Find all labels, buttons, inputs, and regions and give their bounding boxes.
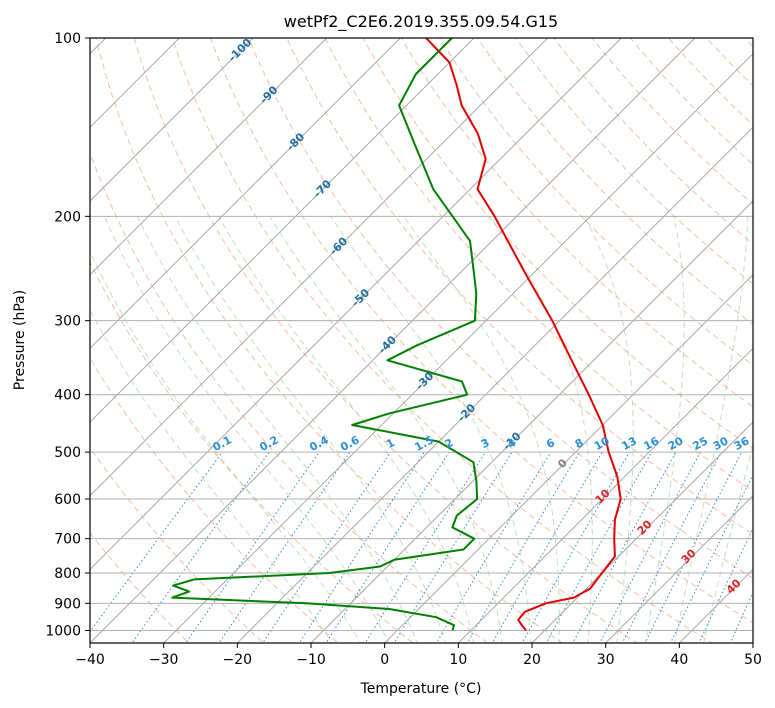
- x-tick-label: −10: [296, 652, 326, 668]
- y-tick-label: 800: [54, 566, 81, 582]
- moist-adiabat: [403, 216, 560, 643]
- x-tick-label: 40: [670, 652, 688, 668]
- dry-adiabat: [477, 38, 753, 326]
- y-tick-label: 100: [54, 31, 81, 47]
- chart-title: wetPf2_C2E6.2019.355.09.54.G15: [284, 12, 558, 32]
- y-tick-label: 300: [54, 314, 81, 330]
- x-tick-label: 50: [744, 652, 762, 668]
- mixing-ratio-label: 16: [642, 434, 662, 453]
- plot-frame: [89, 37, 754, 644]
- dry-adiabat: [400, 38, 753, 408]
- moist-adiabat: [674, 216, 749, 643]
- dry-adiabat: [90, 260, 414, 643]
- dry-adiabat: [90, 446, 265, 643]
- y-tick-label: 900: [54, 596, 81, 612]
- profile-series: [171, 38, 622, 632]
- x-tick-label: 0: [380, 652, 389, 668]
- x-tick-label: −20: [223, 652, 253, 668]
- mixing-ratio-label: 20: [666, 434, 686, 453]
- x-tick-label: −40: [75, 652, 105, 668]
- isotherm-line: [531, 421, 753, 643]
- y-axis-title: Pressure (hPa): [12, 290, 28, 390]
- isotherm-line: [457, 347, 753, 643]
- isotherm-line: [90, 38, 549, 497]
- y-axis: 100 200 300 400 500 600 700 800 900 1000: [45, 31, 90, 639]
- dry-adiabat: [209, 38, 753, 624]
- moist-adiabat: [90, 309, 333, 643]
- mixing-ratio-label: 13: [619, 434, 639, 453]
- moist-adiabat: [489, 216, 593, 643]
- isotherm-line: [383, 273, 753, 643]
- isotherm-line: [90, 38, 475, 423]
- mixing-ratio-label: 10: [592, 434, 612, 453]
- isotherm-line: [236, 126, 753, 643]
- x-axis-title: Temperature (°C): [360, 681, 482, 697]
- x-tick-label: 30: [597, 652, 615, 668]
- isotherm-line: [162, 52, 753, 643]
- dry-adiabat: [438, 38, 753, 367]
- mixing-ratio-label: 25: [690, 434, 710, 453]
- x-tick-label: 10: [449, 652, 467, 668]
- y-tick-label: 500: [54, 445, 81, 461]
- moist-adiabat: [103, 216, 390, 643]
- y-tick-label: 700: [54, 532, 81, 548]
- mixing-ratio-label: 30: [711, 434, 731, 453]
- isotherm-line: [90, 38, 623, 571]
- moist-adiabat: [137, 216, 418, 643]
- dry-adiabat: [133, 38, 638, 643]
- x-tick-label: 20: [523, 652, 541, 668]
- moist-adiabat: [218, 216, 475, 643]
- isotherm-line: [90, 38, 254, 202]
- temperature-line: [425, 38, 622, 632]
- moist-adiabat: [583, 216, 634, 643]
- dry-adiabat: [171, 38, 713, 643]
- moist-adiabat: [90, 250, 362, 643]
- isotherm-line: [604, 494, 753, 643]
- dry-adiabat: [90, 357, 340, 643]
- isotherm-line: [90, 38, 402, 350]
- dry-adiabat: [286, 38, 753, 535]
- dry-adiabat: [248, 38, 753, 579]
- x-axis: −40 −30 −20 −10 0 10 20 30 40 50: [75, 643, 762, 668]
- dry-adiabat: [90, 532, 190, 643]
- y-tick-label: 600: [54, 492, 81, 508]
- y-tick-label: 1000: [45, 623, 81, 639]
- x-tick-label: −30: [149, 652, 179, 668]
- y-tick-label: 200: [54, 209, 81, 225]
- moist-adiabat: [330, 216, 532, 643]
- isotherm-line: [90, 38, 328, 276]
- isotherm-line: [90, 38, 696, 643]
- isotherm-line: [310, 200, 753, 643]
- background-lines: [90, 38, 753, 643]
- y-tick-label: 400: [54, 388, 81, 404]
- dewpoint-line: [171, 38, 479, 631]
- dry-adiabat: [95, 38, 564, 643]
- mixing-ratio-label: 36: [732, 434, 752, 453]
